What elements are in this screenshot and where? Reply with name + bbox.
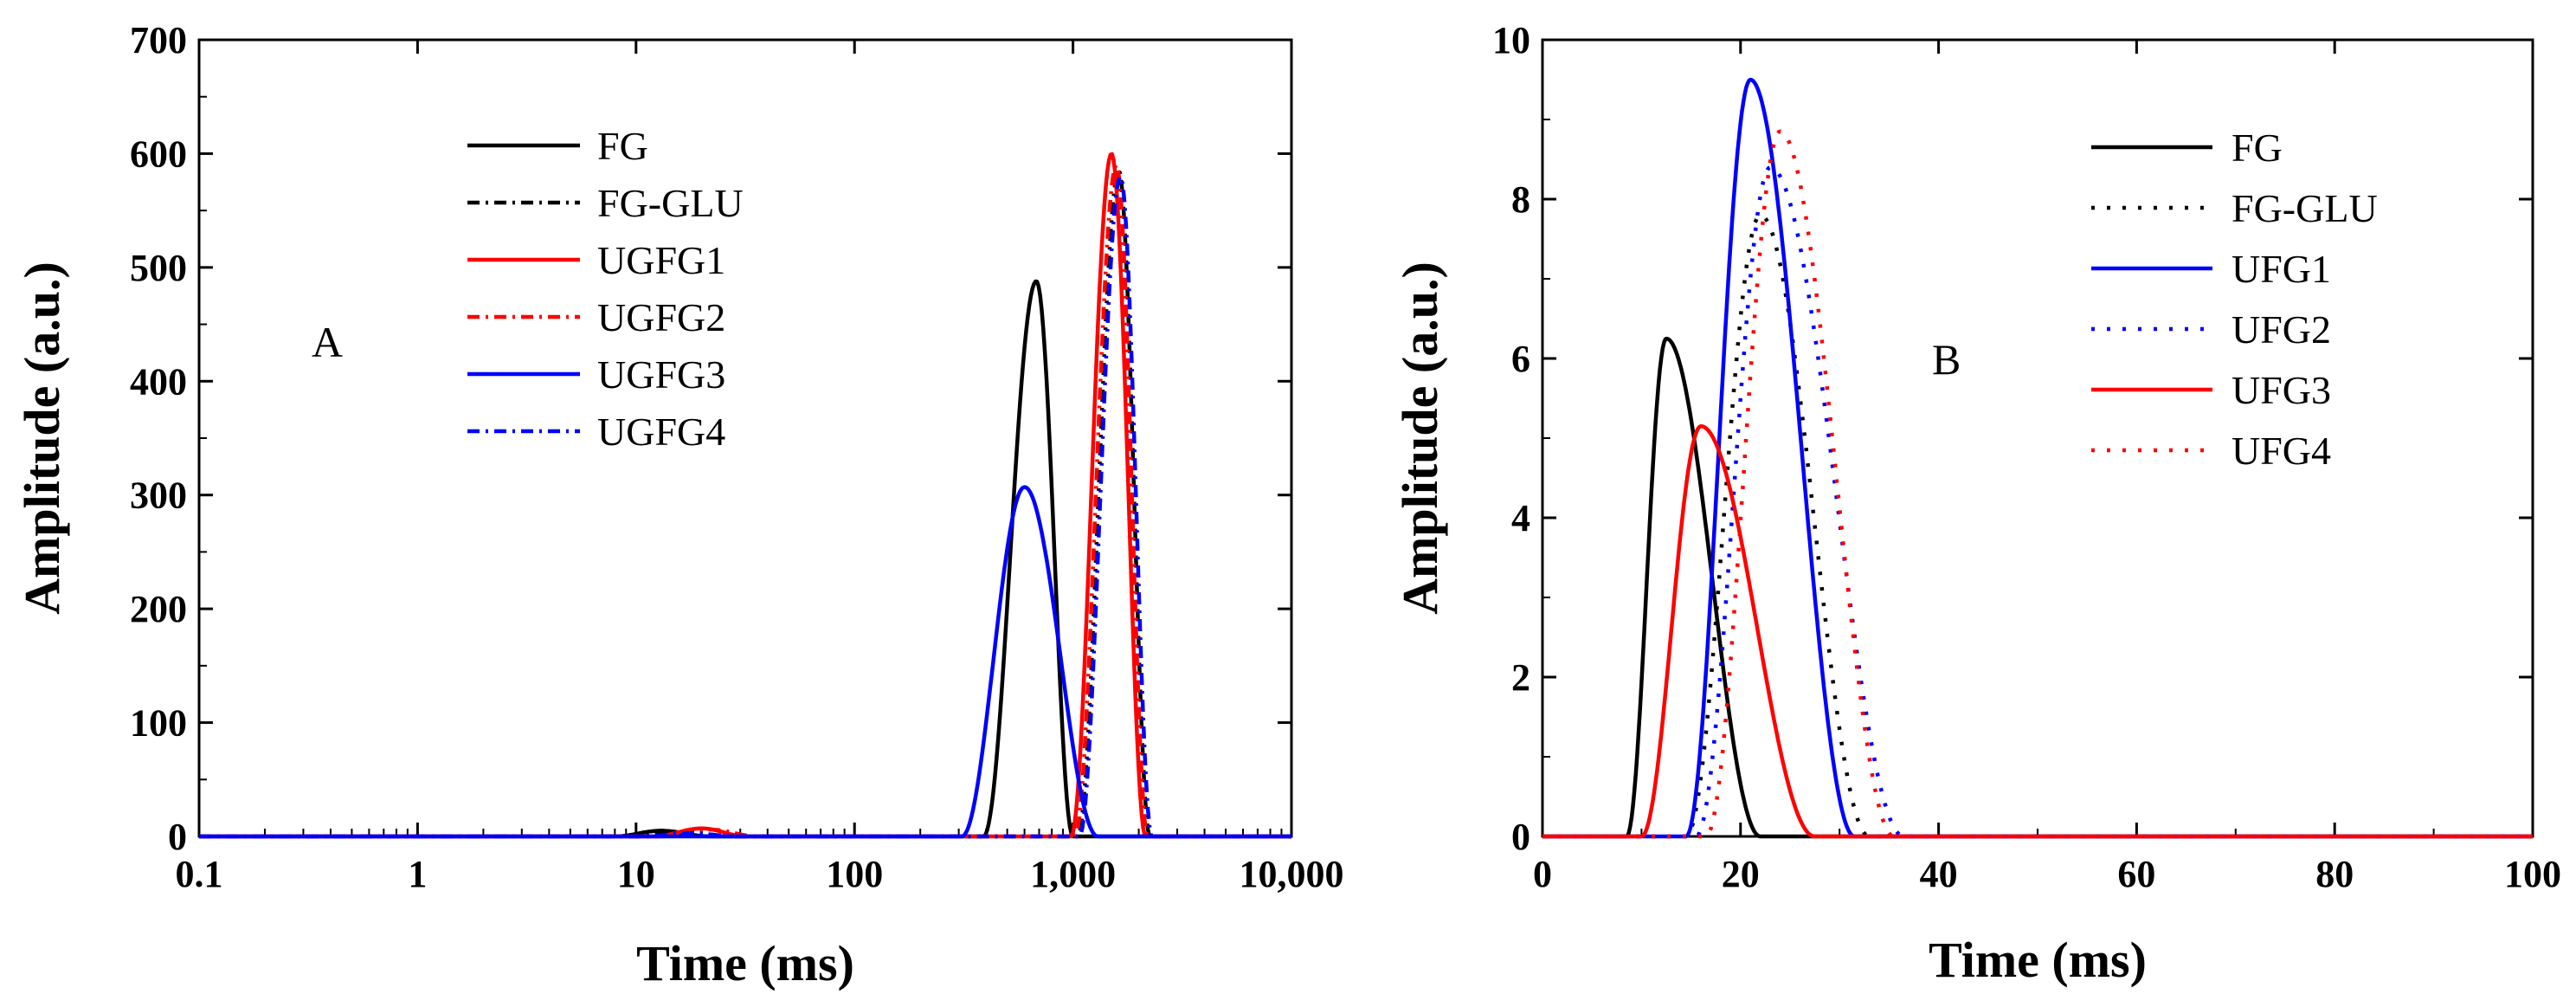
x-tick-labels: 0 20 40 60 80 100	[1533, 853, 2561, 895]
y-tick-label: 600	[130, 132, 187, 175]
legend: FG FG-GLU UGFG1 UGFG2 UGFG3 UGFG4	[467, 124, 744, 454]
legend-label-ufg4: UFG4	[2231, 429, 2331, 473]
y-tick-label: 0	[168, 816, 187, 858]
y-tick-labels: 0 2 4 6 8 10	[1492, 19, 1530, 858]
series-line-fg-glu	[1542, 213, 2534, 839]
x-axis-title: Time (ms)	[636, 935, 854, 991]
legend-label-fg-glu: FG-GLU	[2231, 186, 2378, 230]
x-tick-label: 40	[1920, 853, 1958, 895]
legend-label-ufg3: UFG3	[2231, 368, 2331, 412]
series-lines	[198, 152, 1292, 839]
panel-label-a: A	[312, 318, 343, 366]
y-tick-label: 6	[1511, 338, 1530, 380]
x-tick-labels: 0.1 1 10 100 1,000 10,000	[176, 853, 1344, 895]
legend-label-ugfg3: UGFG3	[597, 352, 725, 397]
plot-area-frame	[1541, 38, 2534, 838]
y-tick-label: 2	[1511, 656, 1530, 699]
y-tick-label: 100	[130, 702, 187, 745]
y-tick-label: 300	[130, 474, 187, 517]
x-tick-label: 10	[617, 853, 655, 895]
series-line-ugfg3	[198, 485, 1292, 839]
y-tick-label: 500	[130, 247, 187, 289]
chart-panel-a: 0.1 1 10 100 1,000 10,000 0 100 200 300 400 500 600…	[14, 19, 1344, 991]
legend: FG FG-GLU UFG1 UFG2 UFG3 UFG4	[2091, 126, 2378, 473]
y-tick-label: 10	[1492, 19, 1530, 61]
legend-label-fg: FG	[2231, 126, 2283, 170]
y-tick-label: 700	[130, 19, 187, 61]
panel-label-b: B	[1932, 335, 1961, 384]
x-tick-label: 20	[1722, 853, 1760, 895]
legend-label-ufg1: UFG1	[2231, 247, 2331, 291]
legend-label-fg-glu: FG-GLU	[597, 181, 744, 225]
y-tick-labels: 0 100 200 300 400 500 600 700	[130, 19, 187, 858]
x-tick-label: 0	[1533, 853, 1552, 895]
x-axis-title: Time (ms)	[1929, 932, 2147, 988]
series-line-ufg2	[1542, 165, 2534, 839]
y-tick-label: 400	[130, 360, 187, 403]
series-lines	[1542, 77, 2534, 839]
x-tick-label: 100	[2504, 853, 2561, 895]
x-tick-label: 1	[408, 853, 427, 895]
legend-label-ugfg1: UGFG1	[597, 238, 725, 282]
legend-label-ugfg2: UGFG2	[597, 295, 725, 339]
y-tick-label: 0	[1511, 816, 1530, 858]
y-tick-label: 8	[1511, 178, 1530, 221]
legend-label-ufg2: UFG2	[2231, 307, 2331, 352]
legend-label-ugfg4: UGFG4	[597, 410, 725, 454]
axis-ticks	[1541, 38, 2534, 838]
series-line-ufg3	[1542, 423, 2534, 839]
y-tick-label: 200	[130, 588, 187, 630]
y-axis-title: Amplitude (a.u.)	[14, 261, 70, 615]
axis-ticks	[197, 38, 1293, 838]
x-tick-label: 80	[2315, 853, 2354, 895]
y-tick-label: 4	[1511, 497, 1530, 539]
series-line-fg	[1542, 336, 2534, 839]
legend-label-fg: FG	[597, 124, 648, 168]
x-tick-label: 60	[2117, 853, 2155, 895]
chart-panel-b: 0 20 40 60 80 100 0 2 4 6 8 10 B FG FG-GLU UFG1 UFG2 U…	[1392, 19, 2561, 988]
series-line-ugfg4	[198, 175, 1292, 839]
x-tick-label: 1,000	[1030, 853, 1116, 895]
x-tick-label: 10,000	[1240, 853, 1344, 895]
series-line-ufg4	[1542, 129, 2534, 839]
x-tick-label: 0.1	[176, 853, 223, 895]
series-line-ugfg1	[198, 152, 1292, 839]
x-tick-label: 100	[826, 853, 883, 895]
y-axis-title: Amplitude (a.u.)	[1392, 261, 1448, 615]
